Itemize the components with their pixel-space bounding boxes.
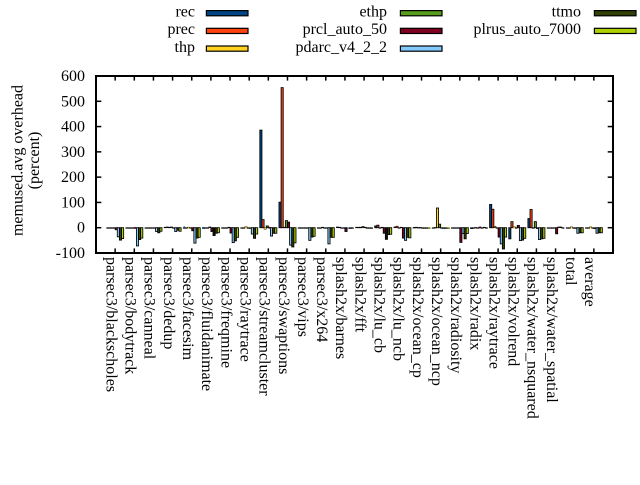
svg-text:memused.avg overhead: memused.avg overhead: [10, 85, 27, 236]
svg-text:splash2x/barnes: splash2x/barnes: [332, 257, 349, 359]
svg-text:parsec3/blackscholes: parsec3/blackscholes: [102, 257, 119, 392]
svg-text:0: 0: [77, 220, 85, 237]
svg-text:prec: prec: [167, 21, 195, 38]
svg-text:splash2x/radiosity: splash2x/radiosity: [447, 257, 464, 373]
svg-text:pdarc_v4_2_2: pdarc_v4_2_2: [295, 39, 387, 56]
svg-text:average: average: [581, 257, 598, 307]
svg-text:100: 100: [61, 194, 85, 211]
svg-text:plrus_auto_7000: plrus_auto_7000: [473, 21, 581, 38]
svg-text:200: 200: [61, 169, 85, 186]
svg-text:splash2x/fft: splash2x/fft: [351, 257, 368, 333]
svg-text:splash2x/lu_cb: splash2x/lu_cb: [371, 257, 388, 353]
svg-text:parsec3/swaptions: parsec3/swaptions: [275, 257, 292, 374]
svg-text:parsec3/vips: parsec3/vips: [294, 257, 311, 337]
svg-text:parsec3/bodytrack: parsec3/bodytrack: [122, 257, 139, 374]
svg-text:parsec3/freqmine: parsec3/freqmine: [217, 257, 234, 368]
svg-text:splash2x/ocean_ncp: splash2x/ocean_ncp: [428, 257, 445, 386]
svg-text:600: 600: [61, 68, 85, 85]
svg-text:splash2x/water_spatial: splash2x/water_spatial: [543, 257, 560, 403]
svg-text:splash2x/water_nsquared: splash2x/water_nsquared: [524, 257, 541, 419]
svg-text:-100: -100: [56, 245, 85, 262]
svg-text:rec: rec: [175, 4, 195, 21]
svg-text:splash2x/volrend: splash2x/volrend: [505, 257, 522, 366]
svg-text:parsec3/dedup: parsec3/dedup: [160, 257, 177, 349]
svg-text:prcl_auto_50: prcl_auto_50: [303, 21, 387, 38]
svg-text:splash2x/lu_ncb: splash2x/lu_ncb: [390, 257, 407, 361]
svg-text:splash2x/raytrace: splash2x/raytrace: [485, 257, 502, 369]
svg-text:400: 400: [61, 119, 85, 136]
svg-text:ttmo: ttmo: [552, 4, 581, 21]
svg-text:500: 500: [61, 93, 85, 110]
svg-text:ethp: ethp: [359, 4, 387, 21]
svg-text:thp: thp: [175, 39, 195, 56]
svg-text:splash2x/radix: splash2x/radix: [466, 257, 483, 350]
svg-text:300: 300: [61, 144, 85, 161]
svg-text:parsec3/canneal: parsec3/canneal: [141, 257, 158, 360]
svg-text:splash2x/ocean_cp: splash2x/ocean_cp: [409, 257, 426, 378]
svg-text:(percent): (percent): [26, 132, 43, 190]
svg-text:parsec3/x264: parsec3/x264: [313, 257, 330, 342]
svg-text:parsec3/facesim: parsec3/facesim: [179, 257, 196, 361]
svg-text:parsec3/streamcluster: parsec3/streamcluster: [256, 257, 273, 396]
svg-text:parsec3/raytrace: parsec3/raytrace: [236, 257, 253, 362]
svg-text:parsec3/fluidanimate: parsec3/fluidanimate: [198, 257, 215, 391]
svg-text:total: total: [562, 257, 579, 286]
